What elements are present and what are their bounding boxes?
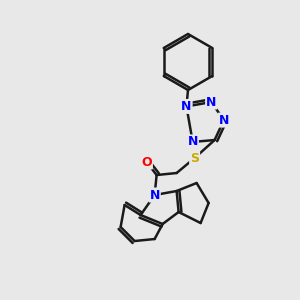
Text: N: N: [206, 96, 217, 109]
Text: S: S: [190, 152, 199, 164]
Text: O: O: [141, 155, 152, 169]
Text: N: N: [149, 188, 160, 202]
Text: N: N: [219, 114, 229, 127]
Text: N: N: [181, 100, 192, 113]
Text: N: N: [188, 135, 198, 148]
